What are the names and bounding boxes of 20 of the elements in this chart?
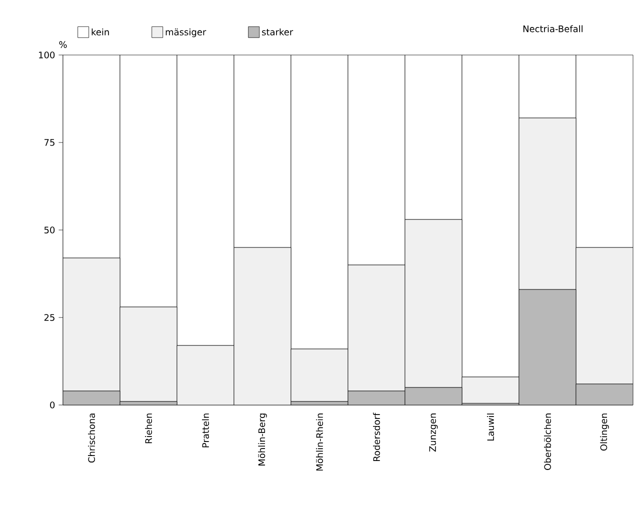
legend-label: mässiger (166, 28, 206, 38)
y-tick-label: 50 (44, 226, 55, 234)
y-tick-label: 100 (39, 52, 55, 58)
x-tick-label: Möhlin-Berg (258, 414, 267, 466)
x-tick-label: Zunzgen (429, 414, 438, 452)
x-tick-label: Rodersdorf (373, 412, 380, 462)
x-tick-label: Pratteln (202, 414, 209, 448)
x-tick-label: Oltingen (600, 414, 609, 451)
y-tick-label: 75 (44, 139, 54, 146)
legend-label: kein (92, 28, 109, 36)
x-tick-label: Oberbölchen (544, 414, 551, 470)
legend-label: starker (262, 28, 294, 36)
y-tick-label: 0 (50, 402, 55, 408)
x-tick-label: Riehen (145, 414, 152, 444)
legend-title: Nectria-Befall (523, 25, 582, 32)
x-tick-label: Chrischona (88, 414, 95, 463)
x-tick-label: Lauwil (487, 414, 494, 441)
y-tick-label: 25 (44, 314, 54, 321)
x-tick-label: Möhlin-Rhein (316, 414, 323, 471)
y-axis-title: % (59, 41, 67, 48)
